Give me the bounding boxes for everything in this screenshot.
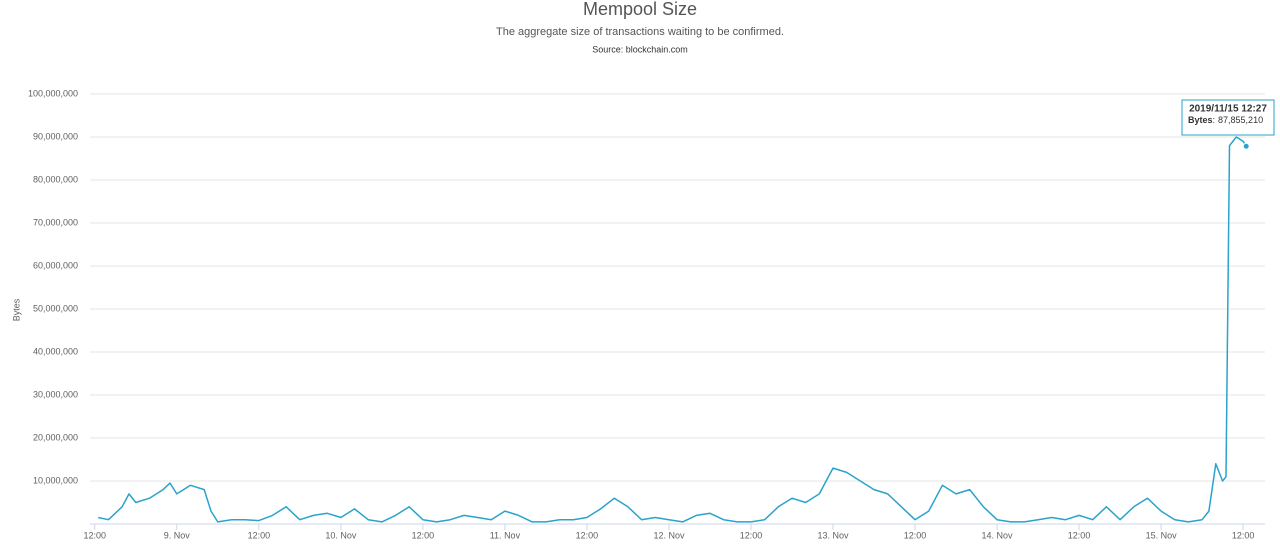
- tooltip-date: 2019/11/15 12:27: [1189, 104, 1267, 115]
- x-tick-label: 11. Nov: [490, 530, 521, 540]
- y-tick-label: 80,000,000: [33, 174, 78, 184]
- tooltip-box: [1181, 99, 1275, 136]
- y-tick-label: 100,000,000: [28, 88, 78, 98]
- tooltip-value-text: 87,855,210: [1218, 115, 1263, 125]
- series-line: [98, 136, 1247, 523]
- x-tick-label: 12:00: [248, 530, 271, 540]
- tooltip-value: Bytes: 87,855,210: [1188, 115, 1263, 125]
- x-tick-label: 12:00: [740, 530, 763, 540]
- chart-title: Mempool Size: [583, 0, 697, 19]
- tooltip-series-name: Bytes: [1188, 115, 1213, 125]
- hover-point: [1242, 142, 1250, 150]
- x-tick-label: 12. Nov: [653, 530, 685, 540]
- x-tick-label: 12:00: [1068, 530, 1091, 540]
- y-tick-label: 40,000,000: [33, 346, 78, 356]
- y-tick-label: 50,000,000: [33, 303, 78, 313]
- chart-subtitle: The aggregate size of transactions waiti…: [496, 26, 784, 38]
- x-tick-label: 12:00: [904, 530, 927, 540]
- x-tick-label: 10. Nov: [325, 530, 357, 540]
- y-tick-label: 20,000,000: [33, 432, 78, 442]
- x-tick-label: 15. Nov: [1146, 530, 1178, 540]
- x-tick-label: 14. Nov: [982, 530, 1014, 540]
- x-tick-label: 9. Nov: [164, 530, 191, 540]
- y-tick-label: 60,000,000: [33, 260, 78, 270]
- y-tick-label: 10,000,000: [33, 475, 78, 485]
- y-axis-label: Bytes: [11, 298, 21, 321]
- x-tick-label: 12:00: [576, 530, 599, 540]
- y-tick-label: 90,000,000: [33, 131, 78, 141]
- x-tick-label: 12:00: [1232, 530, 1255, 540]
- tooltip-separator: :: [1213, 115, 1216, 125]
- x-tick-label: 13. Nov: [817, 530, 849, 540]
- y-tick-label: 30,000,000: [33, 389, 78, 399]
- chart-source: Source: blockchain.com: [592, 44, 688, 54]
- y-tick-label: 70,000,000: [33, 217, 78, 227]
- x-tick-label: 12:00: [412, 530, 435, 540]
- x-tick-label: 12:00: [84, 530, 107, 540]
